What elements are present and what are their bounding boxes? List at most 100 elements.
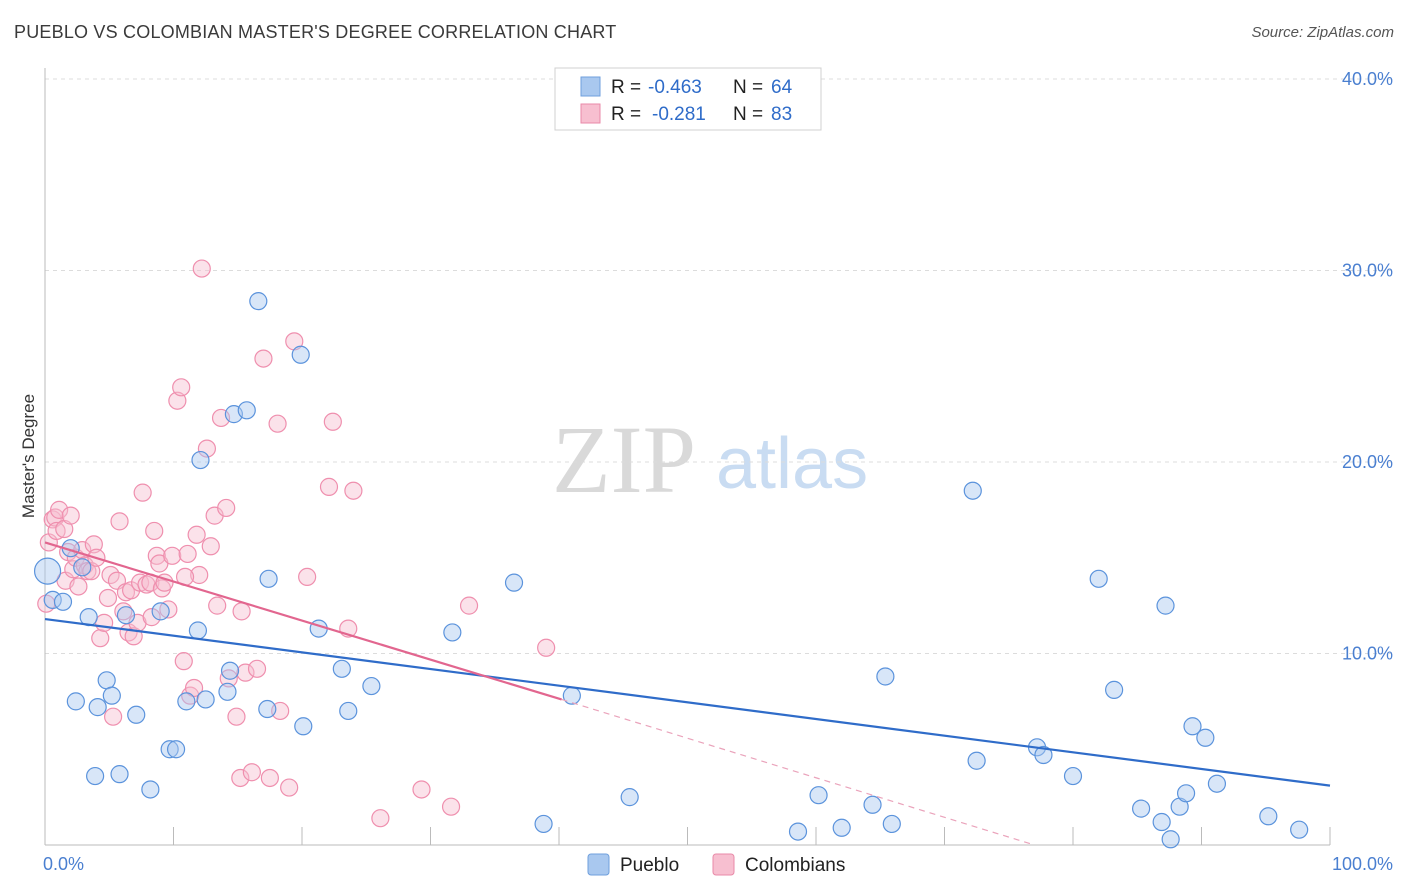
colombians-point <box>254 349 273 368</box>
legend-r-value: -0.463 <box>648 77 702 98</box>
pueblo-point <box>53 592 73 611</box>
colombians-point <box>84 535 103 554</box>
colombians-point <box>98 588 118 608</box>
pueblo-point <box>362 676 381 696</box>
pueblo-point <box>332 659 351 678</box>
pueblo-point <box>443 623 462 642</box>
x-tick-label: 100.0% <box>1332 854 1393 874</box>
pueblo-point <box>788 822 808 841</box>
pueblo-point <box>191 450 210 470</box>
pueblo-point <box>160 740 179 759</box>
colombians-point <box>298 567 317 587</box>
x-tick-label: 0.0% <box>43 854 84 874</box>
pueblo-point <box>220 661 240 680</box>
legend-n-value: 64 <box>771 77 793 98</box>
pueblo-point <box>177 692 196 711</box>
colombians-point <box>174 652 193 671</box>
legend-n-value: 83 <box>771 104 792 125</box>
colombians-point <box>260 768 279 788</box>
legend-n-label: N = <box>733 77 763 98</box>
colombians-point <box>145 521 164 541</box>
colombians-point <box>323 412 342 431</box>
colombians-point <box>172 378 191 397</box>
colombians-point <box>61 506 80 525</box>
source-credit: Source: ZipAtlas.com <box>1251 24 1394 41</box>
y-tick-label: 20.0% <box>1342 452 1393 472</box>
colombians-point <box>231 768 250 788</box>
pueblo-point <box>562 686 581 705</box>
legend-swatch-pueblo <box>580 76 601 97</box>
y-tick-label: 10.0% <box>1342 644 1393 664</box>
colombians-point <box>236 663 255 682</box>
colombians-point <box>95 613 114 632</box>
pueblo-point <box>33 557 62 585</box>
pueblo-point <box>294 717 313 736</box>
bottom-legend-label-pueblo: Pueblo <box>620 855 679 876</box>
colombians-point <box>247 659 267 678</box>
legend-r-label: R = <box>611 104 641 125</box>
colombians-point <box>130 573 150 592</box>
pueblo-point <box>1183 717 1202 736</box>
pueblo-point <box>1063 766 1083 786</box>
colombians-point <box>190 565 209 585</box>
legend-swatch-colombians <box>580 103 601 124</box>
colombians-point <box>91 629 110 648</box>
pueblo-point <box>309 619 328 638</box>
colombians-point <box>217 498 236 518</box>
colombians-point <box>50 500 69 519</box>
colombians-point <box>187 525 206 544</box>
pueblo-point <box>188 621 208 640</box>
axes <box>44 68 1331 846</box>
pueblo-point <box>882 814 901 834</box>
colombians-point <box>232 602 251 621</box>
colombians-point <box>104 707 123 726</box>
pueblo-point <box>1152 812 1171 832</box>
colombians-point <box>184 678 204 698</box>
colombians-point <box>192 259 211 278</box>
legend-box: R = -0.463 N = 64 R = -0.281 N = 83 <box>554 67 822 131</box>
tick-labels: 10.0% 20.0% 30.0% 40.0% 0.0% 100.0% <box>43 69 1393 874</box>
colombians-point <box>201 537 220 556</box>
pueblo-point <box>832 818 851 837</box>
pueblo-point <box>339 701 358 721</box>
pueblo-point <box>73 558 92 577</box>
series-pueblo <box>33 292 1309 849</box>
colombians-point <box>219 669 238 688</box>
bottom-legend-label-colombians: Colombians <box>745 855 845 876</box>
trend-lines <box>44 541 1331 846</box>
pueblo-point <box>876 667 895 686</box>
colombians-point <box>268 414 287 433</box>
watermark: ZIP atlas <box>552 406 868 513</box>
colombians-trend-extension <box>561 698 1035 846</box>
pueblo-point <box>1176 784 1196 803</box>
pueblo-point <box>504 573 524 592</box>
pueblo-point <box>1156 596 1175 615</box>
pueblo-point <box>863 795 882 814</box>
pueblo-point <box>127 705 146 724</box>
pueblo-point <box>196 690 215 709</box>
colombians-point <box>280 778 299 797</box>
colombians-point <box>441 797 461 816</box>
pueblo-point <box>1207 774 1227 793</box>
colombians-point <box>197 439 217 458</box>
pueblo-point <box>291 345 310 364</box>
colombians-trend-line <box>44 541 562 701</box>
bottom-legend-swatch-colombians <box>712 853 735 876</box>
pueblo-point <box>97 671 116 690</box>
pueblo-point <box>963 481 982 500</box>
colombians-point <box>142 608 161 627</box>
legend-r-value: -0.281 <box>652 104 706 125</box>
pueblo-point <box>534 814 553 834</box>
watermark-zip: ZIP <box>552 406 696 513</box>
colombians-point <box>168 391 187 410</box>
pueblo-point <box>237 401 256 420</box>
pueblo-point <box>1290 820 1309 839</box>
pueblo-point <box>258 699 277 719</box>
pueblo-point <box>1089 569 1108 588</box>
colombians-point <box>178 544 197 564</box>
colombians-point <box>208 596 227 615</box>
y-tick-label: 40.0% <box>1342 69 1393 89</box>
pueblo-point <box>1161 830 1180 849</box>
pueblo-point <box>249 292 268 311</box>
